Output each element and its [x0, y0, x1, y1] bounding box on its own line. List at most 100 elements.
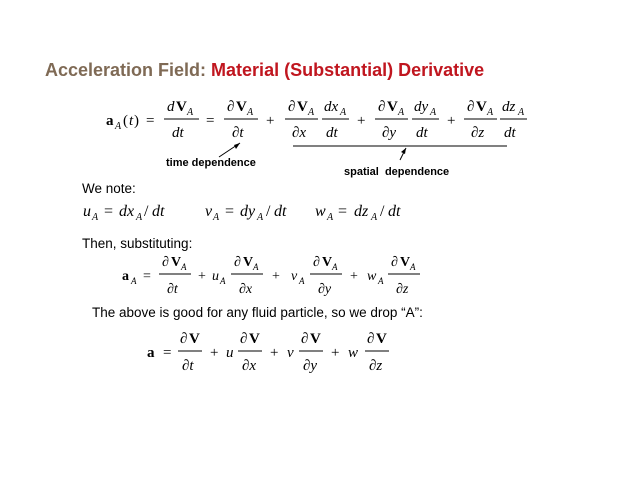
- svg-text:∂: ∂: [227, 99, 234, 115]
- svg-text:dt: dt: [152, 203, 165, 220]
- svg-text:a: a: [122, 269, 129, 284]
- slide-title: Acceleration Field: Material (Substantia…: [45, 60, 484, 81]
- svg-text:dy: dy: [240, 203, 256, 220]
- svg-text:u: u: [83, 203, 91, 220]
- svg-text:=: =: [163, 345, 171, 361]
- svg-text:d: d: [167, 99, 175, 115]
- svg-text:V: V: [189, 331, 200, 347]
- svg-text:A: A: [219, 276, 226, 286]
- svg-text:V: V: [249, 331, 260, 347]
- svg-text:): ): [134, 113, 139, 129]
- svg-text:A: A: [370, 212, 378, 223]
- svg-text:dt: dt: [326, 125, 339, 141]
- svg-text:A: A: [486, 107, 494, 118]
- svg-text:=: =: [206, 113, 214, 129]
- svg-text:∂x: ∂x: [239, 282, 253, 297]
- svg-text:∂: ∂: [234, 255, 241, 270]
- svg-text:+: +: [270, 345, 278, 361]
- svg-text:(: (: [123, 113, 128, 129]
- svg-text:dt: dt: [504, 125, 517, 141]
- svg-text:A: A: [135, 212, 143, 223]
- svg-text:∂y: ∂y: [318, 282, 332, 297]
- svg-text:∂z: ∂z: [471, 125, 484, 141]
- svg-text:V: V: [310, 331, 321, 347]
- svg-text:∂t: ∂t: [182, 358, 194, 374]
- svg-text:v: v: [291, 269, 298, 284]
- svg-text:∂: ∂: [180, 331, 187, 347]
- svg-text:∂: ∂: [301, 331, 308, 347]
- svg-text:A: A: [517, 107, 525, 118]
- svg-text:V: V: [387, 99, 398, 115]
- svg-text:A: A: [130, 276, 137, 286]
- svg-text:=: =: [338, 203, 347, 220]
- svg-text:V: V: [400, 255, 410, 270]
- svg-text:V: V: [236, 99, 247, 115]
- svg-text:A: A: [252, 262, 259, 272]
- svg-text:A: A: [331, 262, 338, 272]
- svg-text:w: w: [367, 269, 377, 284]
- svg-text:A: A: [298, 276, 305, 286]
- svg-text:/: /: [144, 203, 149, 220]
- svg-text:dy: dy: [414, 99, 429, 115]
- svg-text:dt: dt: [416, 125, 429, 141]
- svg-text:A: A: [377, 276, 384, 286]
- svg-text:+: +: [198, 269, 206, 284]
- svg-text:∂: ∂: [240, 331, 247, 347]
- drop-a-text: The above is good for any fluid particle…: [92, 305, 423, 320]
- svg-text:A: A: [91, 212, 99, 223]
- spatial-dependence-label: spatial dependence: [344, 166, 450, 178]
- svg-text:V: V: [176, 99, 187, 115]
- svg-text:v: v: [205, 203, 213, 220]
- svg-text:A: A: [326, 212, 334, 223]
- svg-text:w: w: [315, 203, 326, 220]
- svg-text:A: A: [397, 107, 405, 118]
- svg-text:=: =: [146, 113, 154, 129]
- svg-text:∂: ∂: [313, 255, 320, 270]
- svg-text:A: A: [212, 212, 220, 223]
- title-part-1: Acceleration Field:: [45, 60, 212, 80]
- svg-text:a: a: [147, 345, 155, 361]
- svg-text:A: A: [186, 107, 194, 118]
- svg-text:dz: dz: [502, 99, 516, 115]
- svg-text:u: u: [226, 345, 234, 361]
- svg-text:∂z: ∂z: [396, 282, 409, 297]
- final-equation: a = ∂ V ∂t + u ∂ V ∂x + v ∂ V ∂y + w ∂ V ∂z: [147, 331, 389, 374]
- svg-text:+: +: [357, 113, 365, 129]
- svg-text:∂t: ∂t: [232, 125, 244, 141]
- svg-text:A: A: [409, 262, 416, 272]
- svg-text:dt: dt: [172, 125, 185, 141]
- svg-text:∂y: ∂y: [382, 125, 396, 141]
- svg-text:dx: dx: [119, 203, 134, 220]
- svg-text:dt: dt: [388, 203, 401, 220]
- we-note-text: We note:: [82, 181, 136, 196]
- svg-text:/: /: [266, 203, 271, 220]
- svg-text:V: V: [243, 255, 253, 270]
- svg-text:∂: ∂: [467, 99, 474, 115]
- svg-text:A: A: [429, 107, 437, 118]
- svg-text:∂x: ∂x: [292, 125, 306, 141]
- svg-text:+: +: [350, 269, 358, 284]
- svg-text:+: +: [210, 345, 218, 361]
- svg-text:u: u: [212, 269, 219, 284]
- svg-text:A: A: [246, 107, 254, 118]
- svg-text:+: +: [266, 113, 274, 129]
- svg-text:∂x: ∂x: [242, 358, 256, 374]
- svg-text:A: A: [180, 262, 187, 272]
- svg-text:w: w: [348, 345, 358, 361]
- svg-text:V: V: [376, 331, 387, 347]
- svg-text:V: V: [476, 99, 487, 115]
- then-substituting-text: Then, substituting:: [82, 236, 193, 251]
- svg-text:A: A: [307, 107, 315, 118]
- svg-text:a: a: [106, 113, 114, 129]
- svg-text:v: v: [287, 345, 294, 361]
- svg-text:A: A: [256, 212, 264, 223]
- svg-text:∂z: ∂z: [369, 358, 382, 374]
- svg-text:dz: dz: [354, 203, 369, 220]
- svg-text:∂y: ∂y: [303, 358, 317, 374]
- svg-text:∂: ∂: [367, 331, 374, 347]
- time-dependence-label: time dependence: [166, 157, 256, 169]
- svg-text:A: A: [339, 107, 347, 118]
